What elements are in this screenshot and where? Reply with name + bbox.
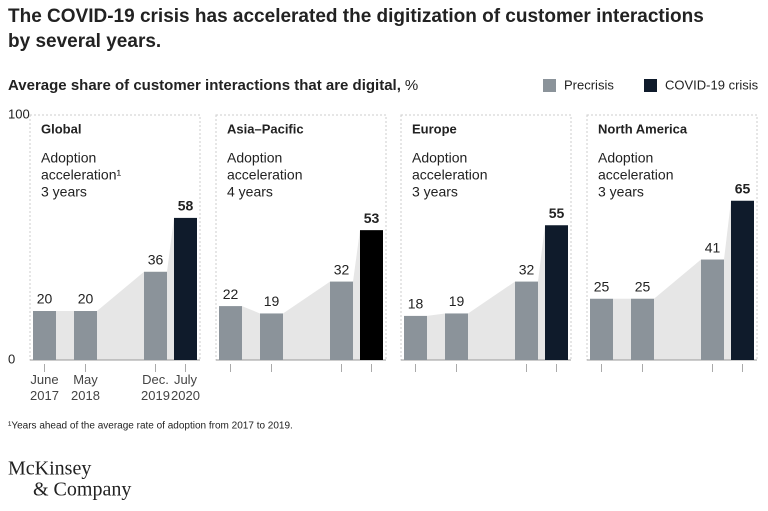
legend-label: Precrisis — [564, 77, 614, 92]
panel-title: North America — [598, 121, 688, 136]
value-label: 53 — [364, 210, 380, 226]
value-label: 25 — [635, 278, 651, 294]
annotation: Adoption — [227, 150, 282, 166]
logo: McKinsey — [8, 458, 91, 480]
value-label: 55 — [549, 205, 565, 221]
panel-title: Global — [41, 121, 81, 136]
value-label: 20 — [78, 291, 94, 307]
panel-title: Europe — [412, 121, 457, 136]
bar — [701, 259, 724, 360]
value-label: 41 — [705, 239, 721, 255]
y-tick-label: 100 — [8, 106, 30, 121]
x-tick-label: May 2018 — [71, 372, 100, 403]
subtitle-unit: % — [405, 77, 418, 94]
bar — [445, 313, 468, 360]
annotation: Adoption — [412, 150, 467, 166]
annotation: acceleration¹ — [41, 167, 121, 183]
bar — [404, 315, 427, 360]
value-label: 32 — [334, 261, 350, 277]
y-tick-label: 0 — [8, 351, 15, 366]
value-label: 18 — [408, 296, 424, 312]
annotation: acceleration — [227, 167, 303, 183]
value-label: 58 — [178, 198, 194, 214]
x-tick-label: Dec. 2019 — [141, 372, 170, 403]
bar — [515, 281, 538, 360]
annotation: 3 years — [412, 184, 458, 200]
legend-swatch — [543, 79, 556, 92]
value-label: 36 — [148, 252, 164, 268]
footnote: ¹Years ahead of the average rate of adop… — [8, 421, 293, 432]
logo: & Company — [33, 479, 131, 501]
value-label: 65 — [735, 180, 751, 196]
subtitle-text: Average share of customer interactions t… — [8, 77, 401, 94]
bar — [360, 230, 383, 360]
bar — [631, 298, 654, 360]
value-label: 22 — [223, 286, 239, 302]
title-line: The COVID-19 crisis has accelerated the … — [8, 6, 704, 27]
bar — [33, 311, 56, 360]
bar — [74, 311, 97, 360]
value-label: 32 — [519, 261, 535, 277]
value-label: 25 — [594, 278, 610, 294]
x-tick-label: July 2020 — [171, 372, 200, 403]
title-line: by several years. — [8, 31, 161, 52]
bar — [144, 271, 167, 360]
bar — [219, 306, 242, 360]
bar — [731, 200, 754, 360]
value-label: 19 — [264, 293, 280, 309]
annotation: 3 years — [598, 184, 644, 200]
bar — [545, 225, 568, 360]
annotation: Adoption — [598, 150, 653, 166]
value-label: 19 — [449, 293, 465, 309]
x-tick-label: June 2017 — [30, 372, 59, 403]
subtitle: Average share of customer interactions t… — [8, 77, 418, 94]
annotation: acceleration — [412, 167, 488, 183]
bar — [330, 281, 353, 360]
panel-title: Asia–Pacific — [227, 121, 304, 136]
annotation: 3 years — [41, 184, 87, 200]
annotation: acceleration — [598, 167, 674, 183]
legend-swatch — [644, 79, 657, 92]
value-label: 20 — [37, 291, 53, 307]
annotation: 4 years — [227, 184, 273, 200]
bar — [174, 217, 197, 360]
bar — [590, 298, 613, 360]
legend-label: COVID-19 crisis — [665, 77, 759, 92]
annotation: Adoption — [41, 150, 96, 166]
bar — [260, 313, 283, 360]
